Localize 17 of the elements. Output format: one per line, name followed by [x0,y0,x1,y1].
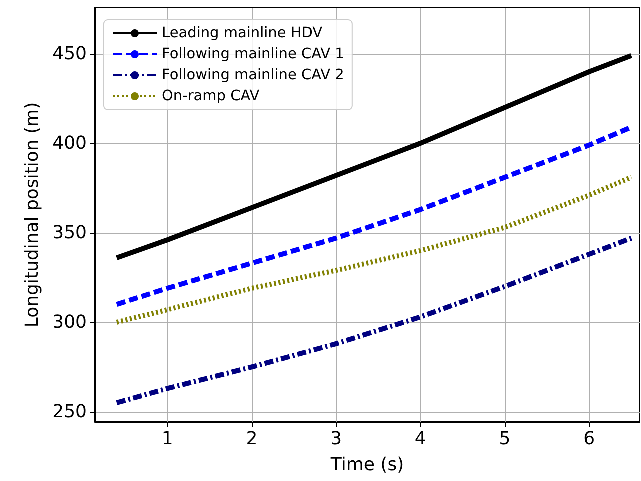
legend-label: Leading mainline HDV [162,26,323,42]
x-tick-label: 3 [330,428,342,450]
y-tick-label: 250 [52,401,87,422]
y-tick-label: 400 [52,132,87,154]
y-tick-label: 450 [52,44,87,64]
y-tick-label: 350 [52,222,87,244]
legend-label: Following mainline CAV 1 [162,46,344,62]
x-tick-label: 4 [414,428,426,450]
legend-label: Following mainline CAV 2 [162,68,344,84]
y-axis-title: Longitudinal position (m) [22,102,44,328]
x-axis-title: Time (s) [330,454,404,476]
legend-label: On-ramp CAV [162,88,260,104]
y-tick-label: 300 [52,312,87,333]
x-tick-label: 1 [162,428,174,450]
x-tick-label: 2 [246,428,258,450]
x-tick-label: 6 [584,428,596,450]
x-tick-label: 5 [499,428,511,450]
